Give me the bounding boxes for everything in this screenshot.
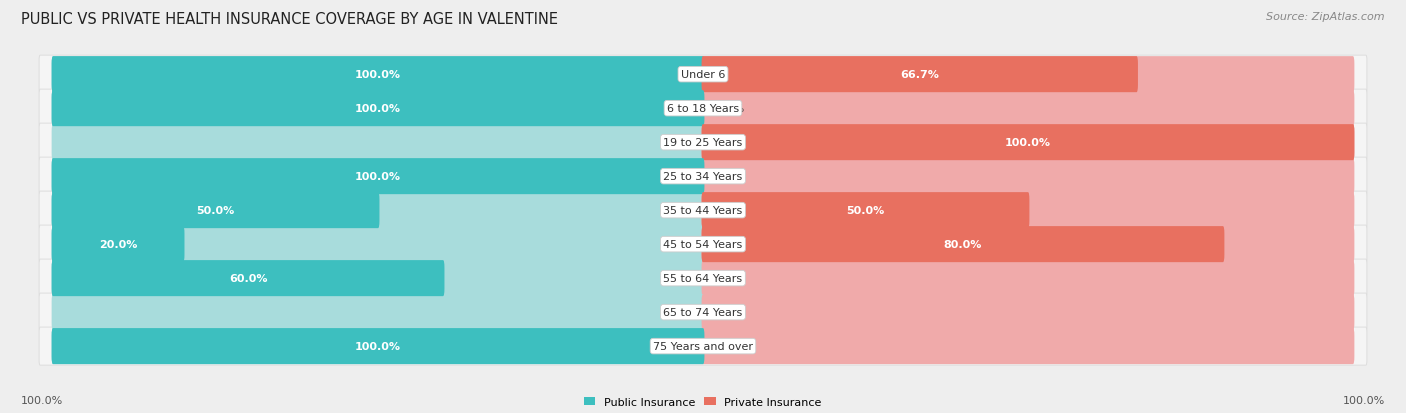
Text: 100.0%: 100.0% [356,172,401,182]
FancyBboxPatch shape [702,57,1137,93]
Text: 100.0%: 100.0% [1005,138,1050,148]
Text: 100.0%: 100.0% [21,395,63,405]
Text: 19 to 25 Years: 19 to 25 Years [664,138,742,148]
FancyBboxPatch shape [39,259,1367,297]
FancyBboxPatch shape [52,159,704,195]
FancyBboxPatch shape [52,57,704,93]
Text: 100.0%: 100.0% [356,70,401,80]
FancyBboxPatch shape [52,328,704,364]
Text: 0.0%: 0.0% [716,172,744,182]
FancyBboxPatch shape [702,192,1354,229]
Text: 55 to 64 Years: 55 to 64 Years [664,273,742,283]
Text: 100.0%: 100.0% [1343,395,1385,405]
FancyBboxPatch shape [52,261,444,297]
FancyBboxPatch shape [702,159,1354,195]
Text: 66.7%: 66.7% [900,70,939,80]
FancyBboxPatch shape [52,57,704,93]
FancyBboxPatch shape [702,294,1354,330]
FancyBboxPatch shape [39,293,1367,331]
Text: 100.0%: 100.0% [356,341,401,351]
FancyBboxPatch shape [52,261,704,297]
Text: 25 to 34 Years: 25 to 34 Years [664,172,742,182]
Text: 75 Years and over: 75 Years and over [652,341,754,351]
FancyBboxPatch shape [39,90,1367,128]
Text: 80.0%: 80.0% [943,240,983,249]
FancyBboxPatch shape [39,327,1367,365]
FancyBboxPatch shape [52,227,704,263]
FancyBboxPatch shape [52,159,704,195]
FancyBboxPatch shape [52,91,704,127]
FancyBboxPatch shape [39,192,1367,230]
Text: 20.0%: 20.0% [98,240,138,249]
FancyBboxPatch shape [702,261,1354,297]
Text: 65 to 74 Years: 65 to 74 Years [664,307,742,317]
FancyBboxPatch shape [52,192,380,229]
Text: Source: ZipAtlas.com: Source: ZipAtlas.com [1267,12,1385,22]
Text: 0.0%: 0.0% [716,341,744,351]
FancyBboxPatch shape [702,192,1029,229]
Text: 6 to 18 Years: 6 to 18 Years [666,104,740,114]
Text: 50.0%: 50.0% [846,206,884,216]
FancyBboxPatch shape [39,124,1367,162]
Legend: Public Insurance, Private Insurance: Public Insurance, Private Insurance [579,392,827,411]
Text: 0.0%: 0.0% [662,307,690,317]
FancyBboxPatch shape [52,328,704,364]
FancyBboxPatch shape [52,294,704,330]
Text: 0.0%: 0.0% [662,138,690,148]
FancyBboxPatch shape [702,328,1354,364]
Text: 0.0%: 0.0% [716,307,744,317]
Text: Under 6: Under 6 [681,70,725,80]
FancyBboxPatch shape [52,227,184,263]
FancyBboxPatch shape [702,91,1354,127]
FancyBboxPatch shape [39,225,1367,263]
Text: PUBLIC VS PRIVATE HEALTH INSURANCE COVERAGE BY AGE IN VALENTINE: PUBLIC VS PRIVATE HEALTH INSURANCE COVER… [21,12,558,27]
FancyBboxPatch shape [702,227,1354,263]
Text: 35 to 44 Years: 35 to 44 Years [664,206,742,216]
FancyBboxPatch shape [702,125,1354,161]
FancyBboxPatch shape [39,158,1367,196]
FancyBboxPatch shape [702,227,1225,263]
FancyBboxPatch shape [52,125,704,161]
Text: 60.0%: 60.0% [229,273,267,283]
Text: 0.0%: 0.0% [716,273,744,283]
FancyBboxPatch shape [702,125,1354,161]
FancyBboxPatch shape [52,192,704,229]
Text: 45 to 54 Years: 45 to 54 Years [664,240,742,249]
FancyBboxPatch shape [702,57,1354,93]
FancyBboxPatch shape [52,91,704,127]
Text: 0.0%: 0.0% [716,104,744,114]
Text: 50.0%: 50.0% [197,206,235,216]
Text: 100.0%: 100.0% [356,104,401,114]
FancyBboxPatch shape [39,56,1367,94]
